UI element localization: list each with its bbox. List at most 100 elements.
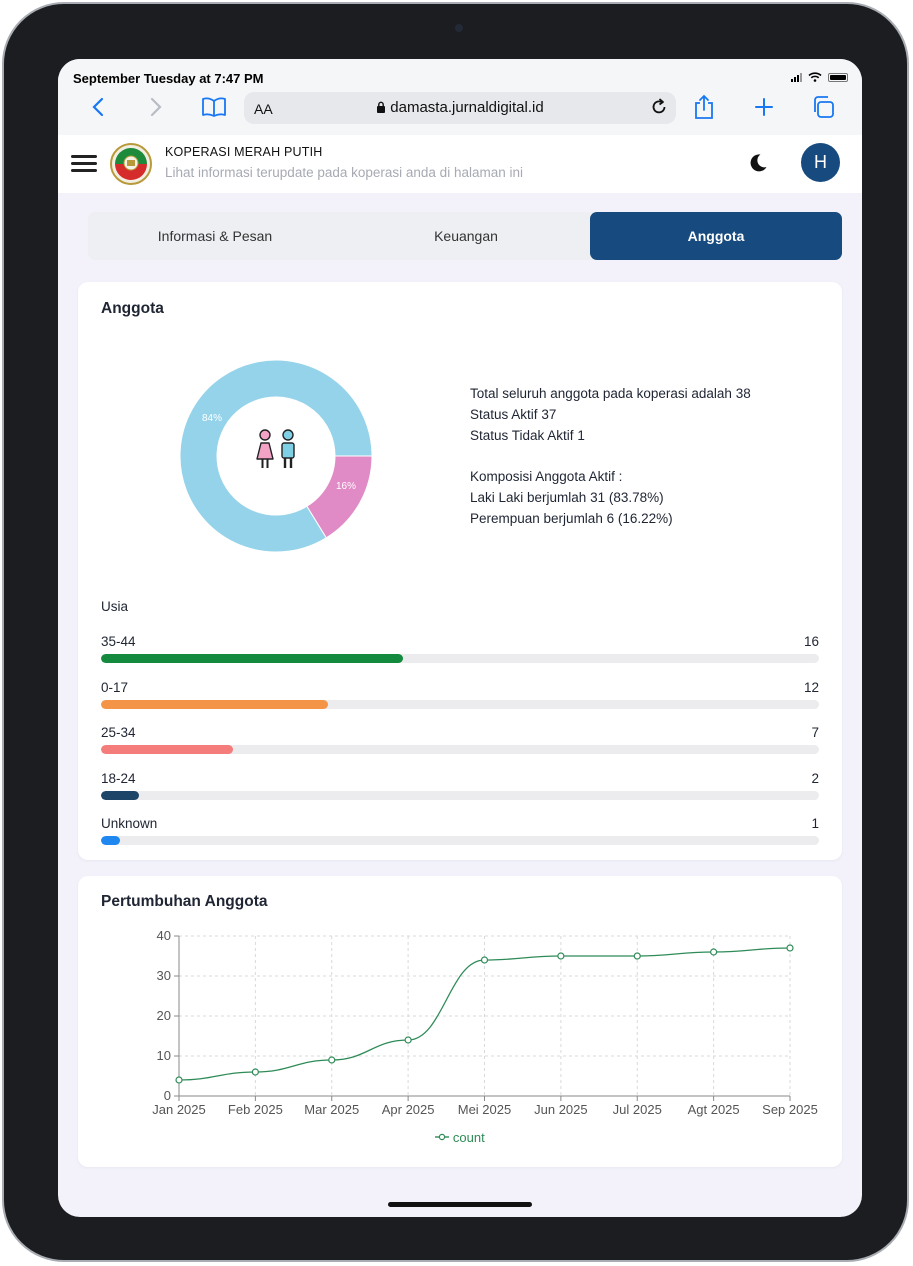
x-tick-label: Mar 2025	[304, 1102, 359, 1117]
tab-anggota[interactable]: Anggota	[590, 212, 842, 260]
usia-row: Unknown 1	[101, 816, 819, 852]
x-tick-label: Jul 2025	[613, 1102, 662, 1117]
usia-row: 35-44 16	[101, 634, 819, 670]
legend-label: count	[452, 1130, 485, 1145]
anggota-card: Anggota 84% 16% Total seluruh anggota pa…	[78, 282, 842, 860]
screen: September Tuesday at 7:47 PM AA damasta.…	[58, 59, 862, 1217]
data-point	[328, 1056, 336, 1064]
battery-icon	[828, 72, 848, 82]
url-display: damasta.jurnaldigital.id	[244, 99, 676, 116]
data-point	[175, 1076, 183, 1084]
usia-value: 16	[803, 634, 819, 649]
dark-mode-icon[interactable]	[747, 152, 769, 174]
x-tick-label: Jun 2025	[534, 1102, 588, 1117]
usia-bar-track	[101, 836, 819, 845]
data-point	[480, 956, 489, 964]
x-tick-label: Agt 2025	[688, 1102, 740, 1117]
usia-bar-track	[101, 700, 819, 709]
usia-label: Unknown	[101, 816, 158, 831]
usia-row: 25-34 7	[101, 725, 819, 761]
gender-icon	[256, 429, 295, 468]
usia-bar-track	[101, 745, 819, 754]
app-title: KOPERASI MERAH PUTIH	[165, 145, 323, 159]
donut-label-perempuan: 16%	[336, 481, 356, 492]
donut-slice	[179, 359, 373, 553]
growth-line-chart: 0 10 20 30 40 Jan 2025 Feb 2025 Mar 2025 Apr 202…	[152, 928, 818, 1117]
bookmarks-icon[interactable]	[200, 93, 228, 121]
donut-slice	[306, 455, 373, 539]
usia-label: 25-34	[101, 725, 136, 740]
url-text: damasta.jurnaldigital.id	[390, 99, 544, 116]
camera	[455, 24, 463, 32]
x-tick-label: Jan 2025	[152, 1102, 206, 1117]
y-tick-label: 0	[164, 1088, 171, 1103]
y-tick-label: 30	[157, 968, 171, 983]
usia-title: Usia	[101, 599, 129, 614]
lock-icon	[377, 101, 386, 113]
komposisi-label: Komposisi Anggota Aktif :	[470, 469, 623, 485]
text-size-button[interactable]: AA	[254, 101, 273, 117]
data-point	[557, 952, 565, 960]
data-point	[786, 944, 794, 952]
data-point	[710, 948, 718, 956]
usia-row: 18-24 2	[101, 771, 819, 807]
usia-value: 2	[811, 771, 819, 786]
usia-bar-fill	[101, 700, 328, 709]
usia-row: 0-17 12	[101, 680, 819, 716]
back-icon[interactable]	[84, 93, 112, 121]
data-point	[633, 952, 641, 960]
usia-label: 35-44	[101, 634, 136, 649]
browser-toolbar: September Tuesday at 7:47 PM AA damasta.…	[58, 59, 862, 135]
new-tab-icon[interactable]	[750, 93, 778, 121]
x-tick-label: Mei 2025	[458, 1102, 511, 1117]
wifi-icon	[808, 72, 822, 82]
donut-label-laki: 84%	[202, 413, 222, 424]
usia-bar-fill	[101, 791, 139, 800]
home-indicator	[388, 1202, 532, 1207]
usia-label: 0-17	[101, 680, 129, 695]
tabs-overview-icon[interactable]	[809, 93, 837, 121]
menu-icon[interactable]	[71, 155, 97, 176]
laki-line: Laki Laki berjumlah 31 (83.78%)	[470, 490, 664, 506]
usia-bar-fill	[101, 654, 404, 663]
tidak-aktif-line: Status Tidak Aktif 1	[470, 427, 585, 443]
y-tick-label: 10	[157, 1048, 171, 1063]
tab-keuangan[interactable]: Keuangan	[434, 228, 498, 244]
usia-bar-track	[101, 654, 819, 663]
total-line: Total seluruh anggota pada koperasi adal…	[470, 386, 751, 401]
tab-informasi-pesan[interactable]: Informasi & Pesan	[157, 228, 273, 244]
pertumbuhan-title: Pertumbuhan Anggota	[101, 893, 268, 910]
avatar[interactable]: H	[801, 143, 840, 182]
share-icon[interactable]	[690, 93, 718, 121]
y-tick-label: 40	[157, 928, 171, 943]
address-bar[interactable]: AA damasta.jurnaldigital.id	[244, 92, 676, 124]
app-subtitle: Lihat informasi terupdate pada koperasi …	[165, 165, 523, 180]
x-tick-label: Apr 2025	[382, 1102, 435, 1117]
aktif-line: Status Aktif 37	[470, 406, 557, 422]
y-tick-label: 20	[157, 1008, 171, 1023]
anggota-summary: Total seluruh anggota pada koperasi adal…	[470, 384, 751, 530]
gender-donut-chart: 84% 16%	[179, 359, 373, 553]
usia-bar-track	[101, 791, 819, 800]
reload-icon[interactable]	[648, 96, 670, 123]
status-icons	[791, 72, 848, 82]
series-line-count	[178, 947, 791, 1081]
data-point	[251, 1068, 259, 1076]
status-time: September Tuesday at 7:47 PM	[73, 71, 264, 86]
x-tick-label: Sep 2025	[762, 1102, 818, 1117]
forward-icon[interactable]	[142, 93, 170, 121]
usia-value: 7	[811, 725, 819, 740]
usia-value: 12	[803, 680, 819, 695]
chart-legend: count	[78, 1130, 842, 1145]
x-tick-label: Feb 2025	[228, 1102, 283, 1117]
anggota-title: Anggota	[101, 300, 164, 317]
signal-icon	[791, 72, 802, 82]
usia-value: 1	[811, 816, 819, 831]
legend-marker-icon	[435, 1133, 450, 1141]
tab-bar: Informasi & Pesan Keuangan Anggota	[88, 212, 842, 260]
perempuan-line: Perempuan berjumlah 6 (16.22%)	[470, 510, 673, 526]
koperasi-logo	[110, 143, 152, 185]
usia-bar-fill	[101, 745, 234, 754]
app-header: KOPERASI MERAH PUTIH Lihat informasi ter…	[58, 135, 862, 193]
